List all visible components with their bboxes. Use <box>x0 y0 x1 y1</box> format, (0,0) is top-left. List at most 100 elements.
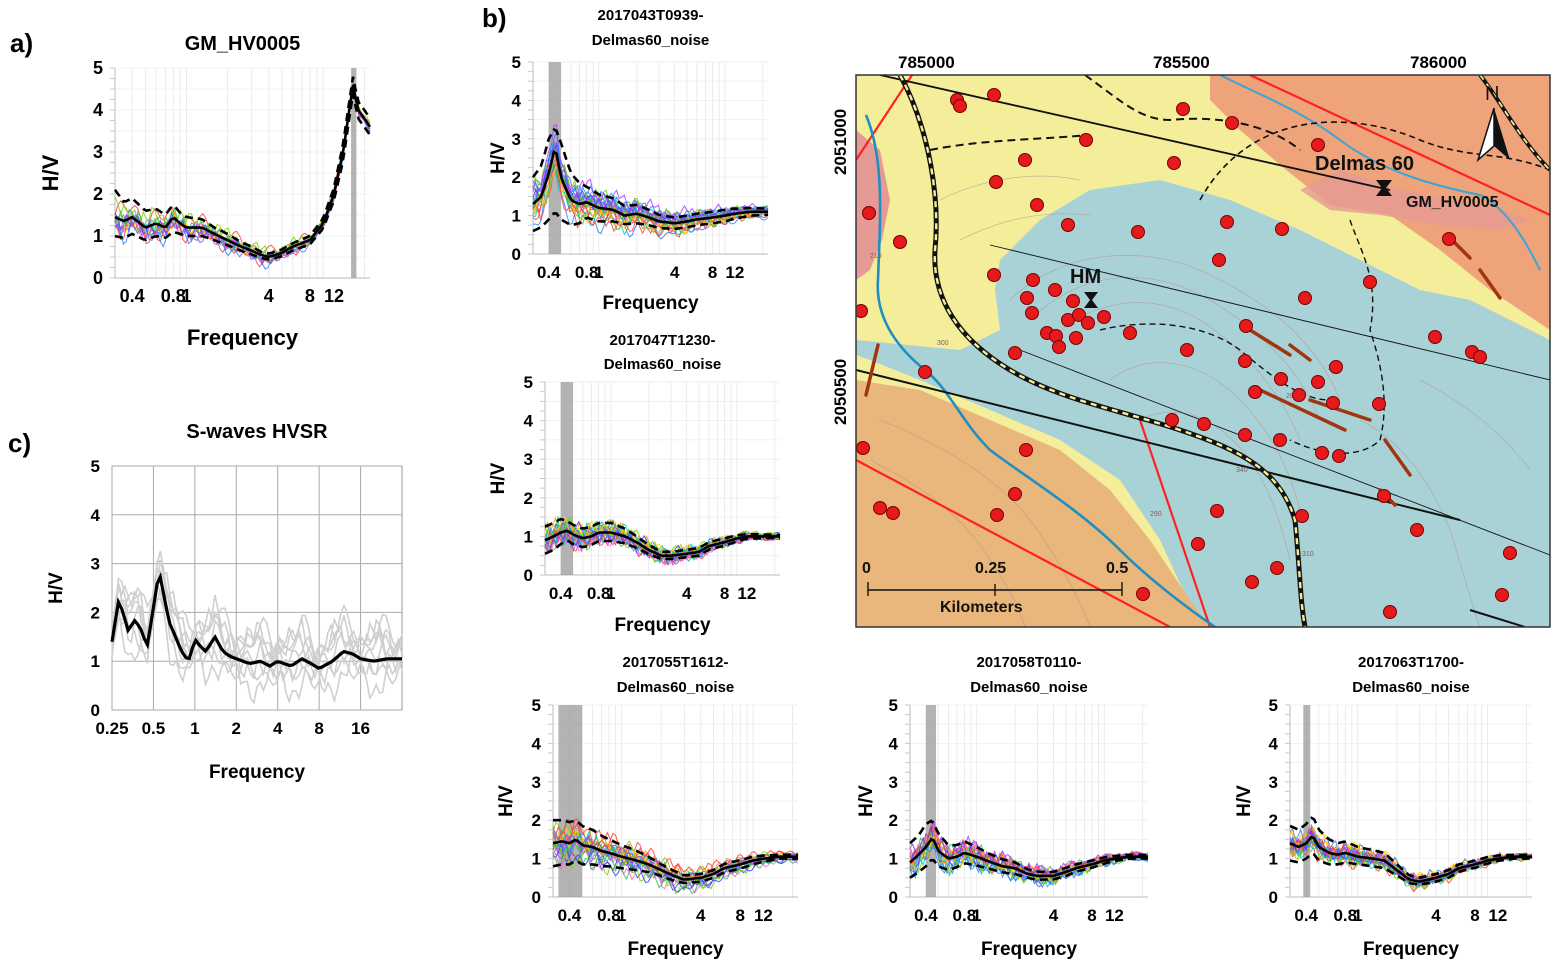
std-lower-line <box>544 536 781 561</box>
y-tick-label: 4 <box>1269 734 1279 753</box>
x-tick-label: 12 <box>1105 906 1124 925</box>
scale-label-025: 0.25 <box>975 560 1006 577</box>
y-tick-label: 5 <box>1269 696 1278 715</box>
map-faults-red <box>856 75 1550 627</box>
station-dot <box>886 506 900 520</box>
station-dot <box>1066 294 1080 308</box>
chart-title: Delmas60_noise <box>1352 679 1470 696</box>
map-unit-orange-bottom <box>856 380 1210 627</box>
x-tick-label: 4 <box>670 263 680 282</box>
station-dot <box>1212 253 1226 267</box>
y-tick-label: 0 <box>532 888 541 907</box>
map-x-tick-785000: 785000 <box>898 53 955 72</box>
y-tick-label: 0 <box>91 701 100 720</box>
station-dot <box>1410 523 1424 537</box>
hv-curve <box>532 131 769 226</box>
x-tick-label: 0.4 <box>537 263 561 282</box>
std-lower-line <box>1289 852 1532 886</box>
station-dot <box>1274 372 1288 386</box>
y-tick-label: 3 <box>1269 773 1278 792</box>
map-y-tick-2050500: 2050500 <box>831 359 850 425</box>
station-dot <box>1167 156 1181 170</box>
contour-label-290: 290 <box>1150 511 1162 518</box>
station-dot <box>1079 133 1093 147</box>
x-tick-label: 0.8 <box>953 906 977 925</box>
station-dot <box>1270 561 1284 575</box>
y-tick-label: 0 <box>889 888 898 907</box>
x-axis-label: Frequency <box>209 762 306 783</box>
peak-frequency-band <box>1303 705 1311 897</box>
y-tick-label: 2 <box>93 184 103 204</box>
station-dot <box>1165 413 1179 427</box>
map-lines-black <box>856 75 1550 627</box>
station-dot <box>1018 153 1032 167</box>
y-axis-label: H/V <box>46 572 67 604</box>
station-dot <box>856 441 870 455</box>
geologic-map: 210 300 280 260 340 290 310 HM Delmas 60… <box>831 53 1551 628</box>
y-tick-label: 1 <box>524 527 533 546</box>
chart-title: Delmas60_noise <box>970 679 1088 696</box>
station-dot <box>1030 198 1044 212</box>
map-frame <box>855 74 1551 628</box>
x-tick-label: 0.4 <box>549 584 573 603</box>
y-tick-label: 2 <box>512 168 521 187</box>
std-lower-line <box>532 211 769 233</box>
station-dot <box>1238 354 1252 368</box>
x-tick-label: 0.4 <box>914 906 938 925</box>
x-tick-label: 0.25 <box>95 719 128 738</box>
station-dot <box>1225 116 1239 130</box>
station-dot <box>1311 375 1325 389</box>
station-dot <box>1180 343 1194 357</box>
station-dot <box>1210 504 1224 518</box>
x-tick-label: 0.8 <box>161 286 186 306</box>
x-tick-label: 16 <box>351 719 370 738</box>
chart-title: Delmas60_noise <box>617 679 735 696</box>
map-unit-pink <box>856 130 890 280</box>
map-roads-dashed <box>897 75 1550 627</box>
std-upper-line <box>909 819 1148 874</box>
x-tick-label: 0.8 <box>1333 906 1357 925</box>
y-tick-label: 0 <box>512 245 521 264</box>
station-dot <box>1295 509 1309 523</box>
hv-curve <box>111 568 403 661</box>
scale-label-0: 0 <box>862 560 871 577</box>
contour-label-210: 210 <box>870 253 882 260</box>
mean-line <box>909 837 1148 878</box>
contour-label-340: 340 <box>1236 467 1248 474</box>
std-lower-line <box>909 857 1148 882</box>
y-axis-label: H/V <box>488 462 509 494</box>
x-tick-label: 4 <box>273 719 283 738</box>
mean-line <box>114 84 372 259</box>
x-tick-label: 4 <box>696 906 706 925</box>
x-tick-label: 12 <box>737 584 756 603</box>
y-tick-label: 3 <box>93 142 103 162</box>
station-dot <box>1197 417 1211 431</box>
y-tick-label: 1 <box>889 850 898 869</box>
x-tick-label: 12 <box>725 263 744 282</box>
station-dot <box>1097 310 1111 324</box>
x-tick-label: 12 <box>324 286 344 306</box>
chart-title: 2017043T0939- <box>598 7 704 24</box>
y-axis-label: H/V <box>496 785 517 817</box>
y-tick-label: 0 <box>524 566 533 585</box>
x-tick-label: 8 <box>1087 906 1096 925</box>
y-axis-label: H/V <box>1234 785 1255 817</box>
peak-frequency-band <box>558 705 583 897</box>
y-tick-label: 1 <box>91 652 100 671</box>
x-tick-label: 4 <box>682 584 692 603</box>
mean-line <box>1289 835 1532 883</box>
x-tick-label: 8 <box>736 906 745 925</box>
station-dot <box>1292 388 1306 402</box>
station-dot <box>987 88 1001 102</box>
chart-title: 2017063T1700- <box>1358 654 1464 671</box>
station-dot <box>1428 330 1442 344</box>
hv-curve <box>114 84 371 268</box>
station-dot <box>1442 232 1456 246</box>
x-tick-label: 1 <box>190 719 199 738</box>
std-upper-line <box>1289 816 1532 879</box>
x-tick-label: 1 <box>594 263 603 282</box>
